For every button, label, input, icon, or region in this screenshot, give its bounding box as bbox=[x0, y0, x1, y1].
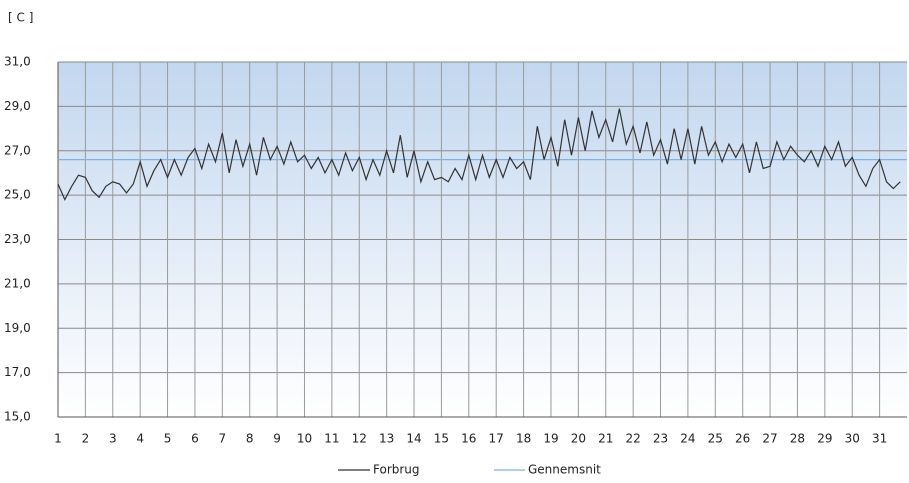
y-tick-label: 23,0 bbox=[4, 232, 31, 246]
x-tick-label: 28 bbox=[790, 432, 805, 446]
x-tick-label: 30 bbox=[845, 432, 860, 446]
y-tick-label: 17,0 bbox=[4, 365, 31, 379]
x-tick-label: 19 bbox=[543, 432, 558, 446]
x-tick-label: 6 bbox=[191, 432, 199, 446]
x-tick-label: 29 bbox=[817, 432, 832, 446]
unit-label: [ C ] bbox=[8, 11, 33, 25]
y-tick-label: 31,0 bbox=[4, 55, 31, 69]
x-tick-label: 9 bbox=[273, 432, 281, 446]
x-tick-label: 21 bbox=[598, 432, 613, 446]
y-tick-label: 19,0 bbox=[4, 321, 31, 335]
x-tick-label: 11 bbox=[324, 432, 339, 446]
x-tick-label: 17 bbox=[489, 432, 504, 446]
x-tick-label: 5 bbox=[164, 432, 172, 446]
x-tick-label: 3 bbox=[109, 432, 117, 446]
x-tick-label: 7 bbox=[219, 432, 227, 446]
x-tick-label: 23 bbox=[653, 432, 668, 446]
x-tick-label: 4 bbox=[136, 432, 144, 446]
x-tick-label: 31 bbox=[872, 432, 887, 446]
x-tick-label: 25 bbox=[708, 432, 723, 446]
x-tick-label: 8 bbox=[246, 432, 254, 446]
y-tick-label: 27,0 bbox=[4, 143, 31, 157]
x-tick-label: 1 bbox=[54, 432, 62, 446]
y-tick-label: 25,0 bbox=[4, 188, 31, 202]
x-tick-label: 12 bbox=[352, 432, 367, 446]
x-tick-label: 26 bbox=[735, 432, 750, 446]
x-tick-label: 10 bbox=[297, 432, 312, 446]
x-tick-label: 16 bbox=[461, 432, 476, 446]
x-tick-label: 24 bbox=[680, 432, 695, 446]
x-tick-label: 20 bbox=[571, 432, 586, 446]
legend-label: Forbrug bbox=[373, 463, 420, 477]
legend-label: Gennemsnit bbox=[528, 463, 601, 477]
y-tick-label: 21,0 bbox=[4, 276, 31, 290]
x-tick-label: 14 bbox=[406, 432, 421, 446]
series-line bbox=[57, 108, 901, 201]
y-tick-label: 15,0 bbox=[4, 410, 31, 424]
x-tick-label: 22 bbox=[625, 432, 640, 446]
x-tick-label: 27 bbox=[762, 432, 777, 446]
x-tick-label: 13 bbox=[379, 432, 394, 446]
x-tick-label: 18 bbox=[516, 432, 531, 446]
x-tick-label: 15 bbox=[434, 432, 449, 446]
y-tick-label: 29,0 bbox=[4, 99, 31, 113]
x-tick-label: 2 bbox=[82, 432, 90, 446]
